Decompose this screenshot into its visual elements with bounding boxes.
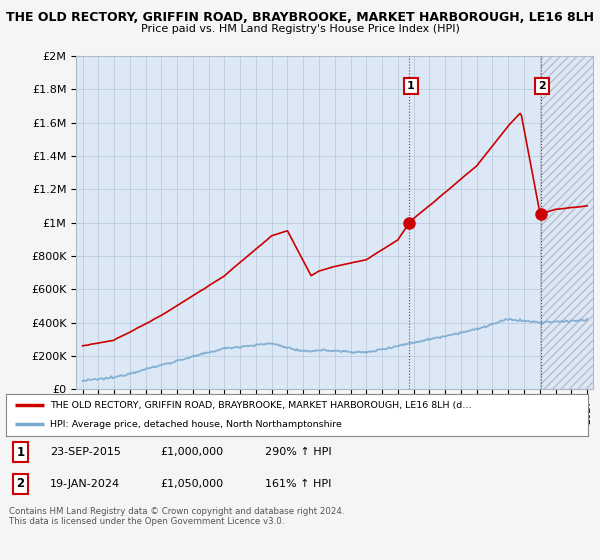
Text: 2: 2 — [16, 477, 25, 490]
Text: THE OLD RECTORY, GRIFFIN ROAD, BRAYBROOKE, MARKET HARBOROUGH, LE16 8LH: THE OLD RECTORY, GRIFFIN ROAD, BRAYBROOK… — [6, 11, 594, 24]
Text: 23-SEP-2015: 23-SEP-2015 — [50, 447, 121, 458]
Text: 1: 1 — [16, 446, 25, 459]
Text: Contains HM Land Registry data © Crown copyright and database right 2024.
This d: Contains HM Land Registry data © Crown c… — [9, 507, 344, 526]
Text: £1,050,000: £1,050,000 — [160, 479, 223, 489]
Text: HPI: Average price, detached house, North Northamptonshire: HPI: Average price, detached house, Nort… — [50, 420, 341, 429]
Text: 19-JAN-2024: 19-JAN-2024 — [50, 479, 120, 489]
Text: THE OLD RECTORY, GRIFFIN ROAD, BRAYBROOKE, MARKET HARBOROUGH, LE16 8LH (d…: THE OLD RECTORY, GRIFFIN ROAD, BRAYBROOK… — [50, 400, 472, 409]
Text: £1,000,000: £1,000,000 — [160, 447, 223, 458]
Text: Price paid vs. HM Land Registry's House Price Index (HPI): Price paid vs. HM Land Registry's House … — [140, 24, 460, 34]
Text: 1: 1 — [407, 81, 415, 91]
Text: 2: 2 — [538, 81, 546, 91]
Bar — [541, 56, 600, 389]
Text: 290% ↑ HPI: 290% ↑ HPI — [265, 447, 332, 458]
Text: 161% ↑ HPI: 161% ↑ HPI — [265, 479, 331, 489]
